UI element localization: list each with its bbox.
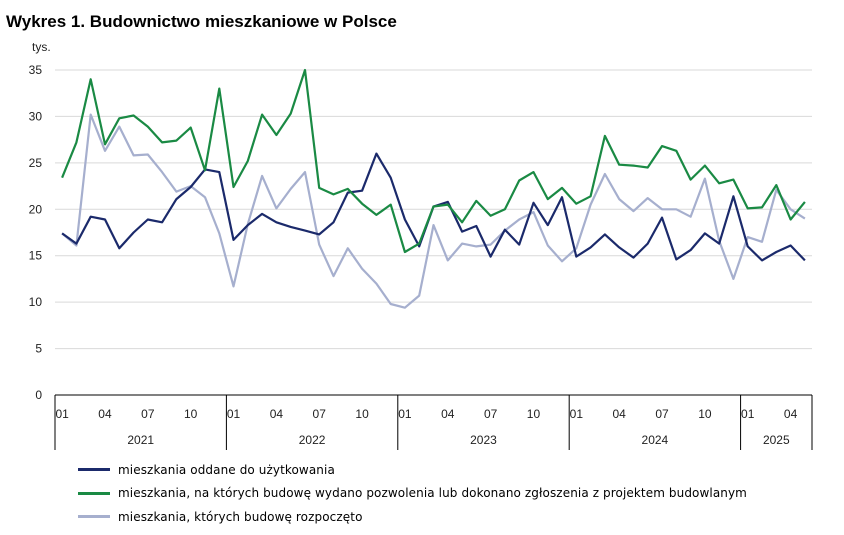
- chart-title: Wykres 1. Budownictwo mieszkaniowe w Pol…: [6, 12, 397, 31]
- series-line-started: [61, 113, 806, 309]
- legend-label: mieszkania oddane do użytkowania: [118, 462, 335, 477]
- x-month-tick-label: 10: [527, 407, 541, 421]
- y-tick-label: 35: [29, 63, 43, 77]
- x-year-label: 2022: [299, 433, 326, 447]
- legend-item-completed: mieszkania oddane do użytkowania: [78, 458, 747, 482]
- legend-label: mieszkania, których budowę rozpoczęto: [118, 509, 363, 524]
- legend-swatch: [78, 515, 110, 519]
- x-month-tick-label: 04: [441, 407, 455, 421]
- y-tick-label: 30: [29, 109, 43, 123]
- x-year-label: 2024: [642, 433, 669, 447]
- y-tick-label: 25: [29, 156, 43, 170]
- y-tick-label: 20: [29, 202, 43, 216]
- y-tick-label: 15: [29, 249, 43, 263]
- series-line-permits: [61, 68, 806, 254]
- x-month-tick-label: 07: [141, 407, 155, 421]
- x-year-label: 2021: [127, 433, 154, 447]
- x-month-tick-label: 01: [55, 407, 69, 421]
- x-month-tick-label: 01: [741, 407, 755, 421]
- legend-item-permits: mieszkania, na których budowę wydano poz…: [78, 482, 747, 506]
- x-month-tick-label: 04: [784, 407, 798, 421]
- x-month-tick-label: 01: [398, 407, 412, 421]
- legend: mieszkania oddane do użytkowania mieszkan…: [78, 458, 747, 529]
- legend-item-started: mieszkania, których budowę rozpoczęto: [78, 505, 747, 529]
- y-axis: 0 5 10 15 20 25 30 35: [29, 63, 43, 402]
- x-month-tick-label: 04: [612, 407, 626, 421]
- y-tick-label: 10: [29, 295, 43, 309]
- y-axis-unit-label: tys.: [32, 40, 51, 54]
- legend-label: mieszkania, na których budowę wydano poz…: [118, 486, 747, 501]
- x-axis: 01 04 07 10 2021 01 04 07 10 2022 01 04 07 10 2023 01 04…: [54, 394, 813, 450]
- x-month-tick-label: 10: [184, 407, 198, 421]
- legend-swatch: [78, 491, 110, 495]
- x-month-tick-label: 04: [270, 407, 284, 421]
- x-month-tick-label: 07: [655, 407, 669, 421]
- x-month-tick-label: 10: [698, 407, 712, 421]
- x-month-tick-label: 01: [227, 407, 241, 421]
- series-lines: [61, 68, 806, 309]
- y-tick-label: 5: [35, 342, 42, 356]
- x-month-tick-label: 04: [98, 407, 112, 421]
- y-tick-label: 0: [35, 388, 42, 402]
- legend-swatch: [78, 468, 110, 472]
- x-month-tick-label: 01: [570, 407, 584, 421]
- x-month-tick-label: 07: [313, 407, 327, 421]
- x-year-label: 2025: [763, 433, 790, 447]
- x-year-label: 2023: [470, 433, 497, 447]
- x-month-tick-label: 10: [355, 407, 369, 421]
- x-month-tick-label: 07: [484, 407, 498, 421]
